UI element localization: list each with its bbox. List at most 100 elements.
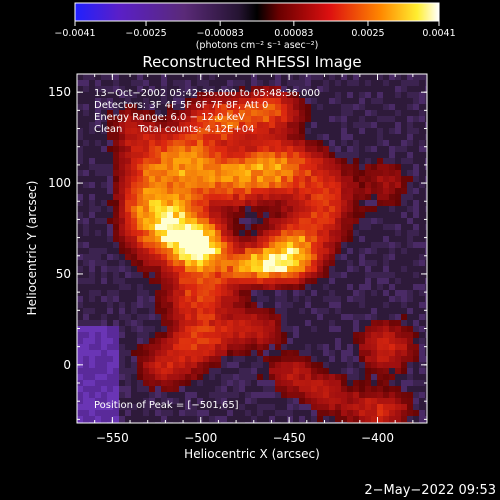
heatmap-cell	[191, 392, 198, 399]
heatmap-cell	[377, 182, 384, 189]
heatmap-cell	[233, 110, 240, 117]
heatmap-cell	[221, 368, 228, 375]
heatmap-cell	[173, 296, 180, 303]
heatmap-cell	[77, 200, 84, 207]
heatmap-cell	[365, 362, 372, 369]
heatmap-cell	[407, 176, 414, 183]
heatmap-cell	[221, 224, 228, 231]
heatmap-cell	[353, 290, 360, 297]
heatmap-cell	[383, 344, 390, 351]
heatmap-cell	[395, 224, 402, 231]
heatmap-cell	[131, 170, 138, 177]
heatmap-cell	[305, 98, 312, 105]
y-axis-label: Heliocentric Y (arcsec)	[25, 181, 39, 316]
heatmap-cell	[311, 416, 318, 423]
heatmap-cell	[119, 98, 126, 105]
heatmap-cell	[347, 86, 354, 93]
heatmap-cell	[227, 134, 234, 141]
heatmap-cell	[197, 386, 204, 393]
heatmap-cell	[89, 122, 96, 129]
heatmap-cell	[347, 320, 354, 327]
heatmap-cell	[317, 242, 324, 249]
heatmap-cell	[77, 80, 84, 87]
heatmap-cell	[401, 176, 408, 183]
heatmap-cell	[191, 140, 198, 147]
heatmap-cell	[77, 260, 84, 267]
heatmap-cell	[335, 392, 342, 399]
heatmap-cell	[263, 176, 270, 183]
heatmap-cell	[311, 308, 318, 315]
heatmap-cell	[167, 290, 174, 297]
heatmap-cell	[251, 116, 258, 123]
heatmap-cell	[299, 134, 306, 141]
heatmap-cell	[371, 182, 378, 189]
heatmap-cell	[251, 86, 258, 93]
heatmap-cell	[77, 122, 84, 129]
heatmap-cell	[167, 128, 174, 135]
heatmap-cell	[353, 302, 360, 309]
heatmap-cell	[77, 398, 84, 405]
heatmap-cell	[83, 140, 90, 147]
heatmap-cell	[107, 272, 114, 279]
heatmap-cell	[209, 194, 216, 201]
heatmap-cell	[215, 188, 222, 195]
heatmap-cell	[263, 404, 270, 411]
heatmap-cell	[185, 338, 192, 345]
heatmap-cell	[335, 266, 342, 273]
heatmap-cell	[77, 110, 84, 117]
heatmap-cell	[137, 308, 144, 315]
heatmap-cell	[221, 416, 228, 423]
heatmap-cell	[347, 284, 354, 291]
heatmap-cell	[113, 242, 120, 249]
heatmap-cell	[383, 332, 390, 339]
heatmap-cell	[107, 302, 114, 309]
heatmap-cell	[155, 140, 162, 147]
heatmap-cell	[143, 302, 150, 309]
heatmap-cell	[155, 152, 162, 159]
heatmap-cell	[413, 152, 420, 159]
heatmap-cell	[401, 344, 408, 351]
heatmap-cell	[143, 380, 150, 387]
heatmap-cell	[347, 374, 354, 381]
heatmap-cell	[95, 290, 102, 297]
heatmap-cell	[155, 284, 162, 291]
heatmap-cell	[161, 188, 168, 195]
heatmap-cell	[293, 152, 300, 159]
heatmap-cell	[137, 302, 144, 309]
heatmap-cell	[215, 98, 222, 105]
heatmap-cell	[101, 392, 108, 399]
heatmap-cell	[215, 86, 222, 93]
heatmap-cell	[197, 206, 204, 213]
heatmap-cell	[209, 74, 216, 81]
heatmap-cell	[377, 410, 384, 417]
heatmap-cell	[335, 302, 342, 309]
heatmap-cell	[317, 164, 324, 171]
heatmap-cell	[347, 398, 354, 405]
heatmap-cell	[179, 146, 186, 153]
heatmap-cell	[155, 254, 162, 261]
heatmap-cell	[311, 266, 318, 273]
heatmap-cell	[89, 80, 96, 87]
heatmap-cell	[215, 212, 222, 219]
heatmap-cell	[377, 326, 384, 333]
heatmap-cell	[317, 326, 324, 333]
heatmap-cell	[179, 206, 186, 213]
heatmap-cell	[173, 314, 180, 321]
heatmap-cell	[227, 242, 234, 249]
heatmap-cell	[137, 290, 144, 297]
heatmap-cell	[407, 116, 414, 123]
heatmap-cell	[329, 110, 336, 117]
heatmap-cell	[329, 242, 336, 249]
heatmap-cell	[113, 254, 120, 261]
heatmap-cell	[263, 80, 270, 87]
heatmap-cell	[233, 224, 240, 231]
heatmap-cell	[305, 158, 312, 165]
heatmap-cell	[293, 86, 300, 93]
heatmap-cell	[95, 182, 102, 189]
heatmap-cell	[185, 392, 192, 399]
heatmap-cell	[161, 320, 168, 327]
heatmap-cell	[347, 302, 354, 309]
heatmap-cell	[281, 284, 288, 291]
chart-title: Reconstructed RHESSI Image	[142, 53, 361, 71]
heatmap-cell	[113, 290, 120, 297]
